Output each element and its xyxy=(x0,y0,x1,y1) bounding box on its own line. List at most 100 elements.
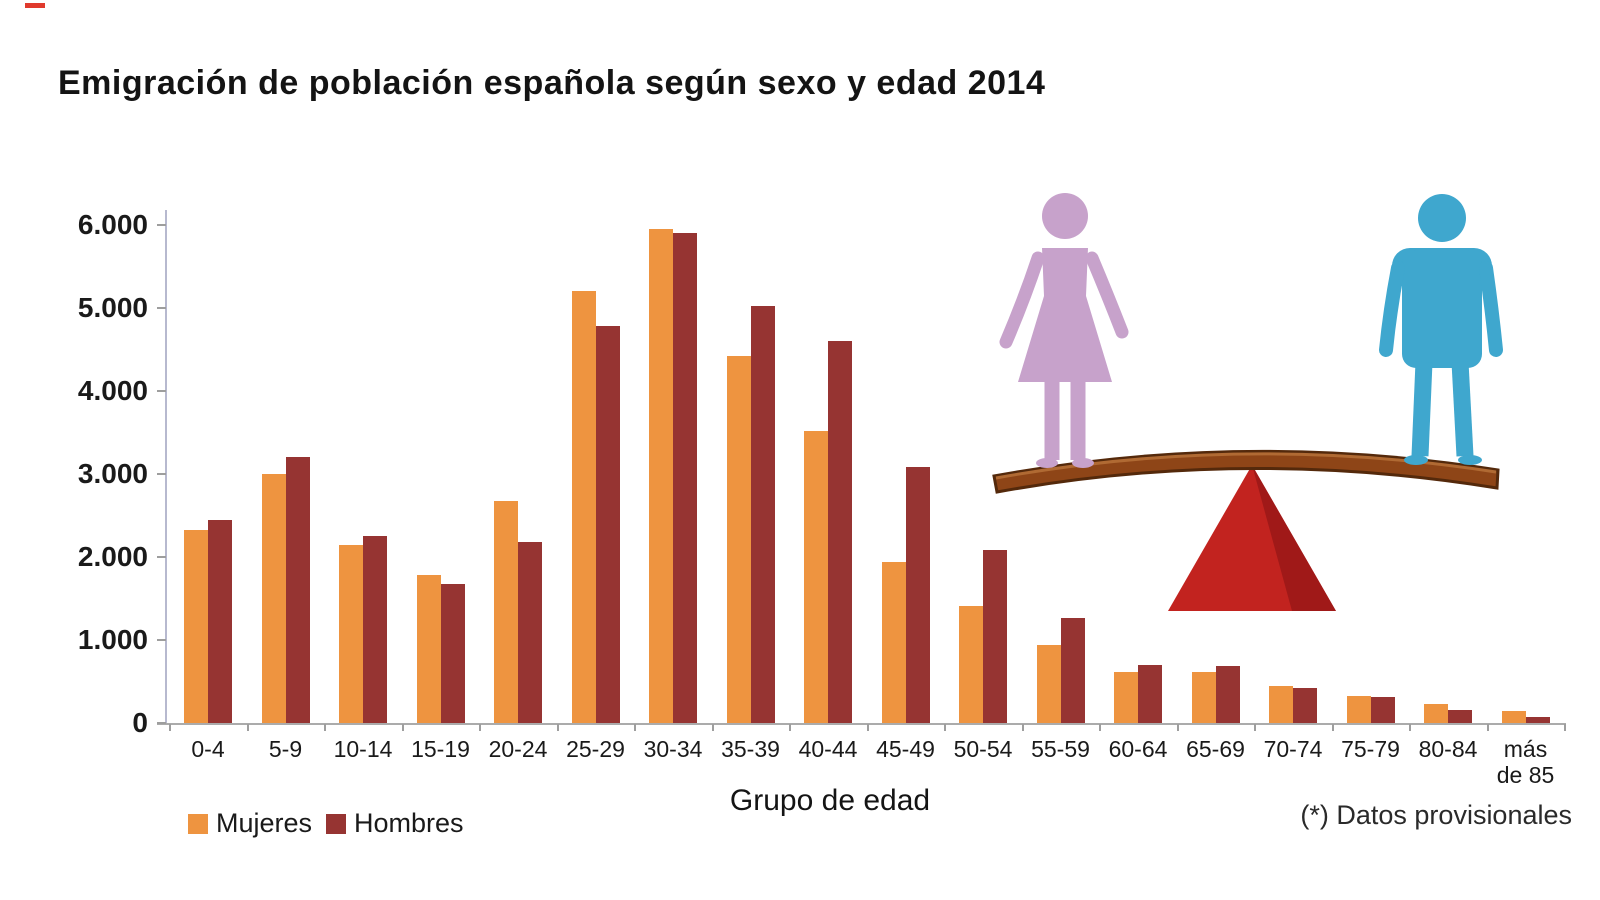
bar-mujeres-25-29 xyxy=(571,291,596,723)
x-axis-tick xyxy=(1254,724,1257,731)
bar-mujeres-55-59 xyxy=(1036,645,1061,723)
y-axis-tick xyxy=(157,639,166,641)
y-axis-tick xyxy=(157,722,166,724)
x-axis-category-label: 50-54 xyxy=(953,736,1013,762)
x-axis-tick xyxy=(556,724,559,731)
x-axis-category-label: 55-59 xyxy=(1031,736,1090,762)
x-axis-category-label: 25-29 xyxy=(566,736,625,762)
bar-hombres-30-34 xyxy=(673,233,697,723)
bar-mujeres-50-54 xyxy=(959,606,983,723)
bar-mujeres-20-24 xyxy=(494,501,518,723)
bar-hombres-60-64 xyxy=(1138,665,1162,723)
provisional-data-note: (*) Datos provisionales xyxy=(1300,800,1572,830)
bar-mujeres-45-49 xyxy=(881,562,906,723)
bar-hombres-15-19 xyxy=(440,584,465,723)
bar-hombres-35-39 xyxy=(750,306,775,723)
y-axis-tick xyxy=(157,556,166,558)
bar-mujeres-15-19 xyxy=(416,575,441,723)
bar-hombres-50-54 xyxy=(983,550,1007,723)
x-axis-category-label: 40-44 xyxy=(798,736,858,762)
x-axis-category-label: 60-64 xyxy=(1108,736,1168,762)
x-axis-category-label: 35-39 xyxy=(721,736,780,762)
y-axis-tick-label: 2.000 xyxy=(77,541,148,572)
x-axis-tick xyxy=(1176,724,1179,731)
x-axis-tick xyxy=(944,724,947,731)
x-axis-tick xyxy=(866,724,869,731)
bar-hombres-75-79 xyxy=(1370,697,1395,723)
x-axis-category-label: más de 85 xyxy=(1496,736,1555,788)
x-axis-category-label: 30-34 xyxy=(643,736,703,762)
legend-item-mujeres: Mujeres xyxy=(188,808,312,839)
x-axis-category-label: 0-4 xyxy=(191,736,225,762)
bar-mujeres-75-79 xyxy=(1346,696,1371,723)
x-axis-tick xyxy=(1564,724,1567,731)
y-axis-line xyxy=(165,210,167,724)
y-axis-tick xyxy=(157,390,166,392)
y-axis-tick xyxy=(157,473,166,475)
x-axis-line xyxy=(157,723,1566,725)
bar-mujeres-5-9 xyxy=(261,474,286,723)
y-axis-tick-label: 3.000 xyxy=(77,458,148,489)
x-axis-category-label: 70-74 xyxy=(1263,736,1323,762)
bar-hombres-10-14 xyxy=(363,536,387,723)
x-axis-category-label: 20-24 xyxy=(488,736,548,762)
mujeres-swatch-icon xyxy=(188,813,208,834)
bar-mujeres-30-34 xyxy=(649,229,673,723)
x-axis-tick xyxy=(634,724,637,731)
x-axis-tick xyxy=(246,724,249,731)
corner-artifact xyxy=(25,3,45,8)
x-axis-category-label: 5-9 xyxy=(268,736,303,762)
x-axis-category-label: 10-14 xyxy=(333,736,393,762)
y-axis-tick-label: 6.000 xyxy=(77,209,148,240)
x-axis-tick xyxy=(1486,724,1489,731)
bar-mujeres-70-74 xyxy=(1269,686,1293,723)
bar-hombres-5-9 xyxy=(285,457,310,723)
seesaw-plank-icon xyxy=(992,449,1500,494)
x-axis-category-label: 15-19 xyxy=(411,736,470,762)
y-axis-tick xyxy=(157,307,166,309)
bar-mujeres-80-84 xyxy=(1424,704,1448,723)
bar-mujeres-65-69 xyxy=(1191,672,1216,723)
woman-figure-icon xyxy=(999,193,1129,468)
bar-mujeres-60-64 xyxy=(1114,672,1138,723)
legend-item-hombres: Hombres xyxy=(326,808,464,839)
x-axis-tick xyxy=(789,724,792,731)
x-axis-tick xyxy=(711,724,714,731)
bar-mujeres-más-de-85 xyxy=(1501,711,1526,723)
x-axis-tick xyxy=(479,724,482,731)
bar-hombres-55-59 xyxy=(1060,618,1085,723)
legend-label-hombres: Hombres xyxy=(354,808,464,838)
balance-illustration xyxy=(992,193,1503,611)
bar-hombres-45-49 xyxy=(905,467,930,723)
x-axis-tick xyxy=(324,724,327,731)
bar-mujeres-0-4 xyxy=(184,530,208,723)
x-axis-tick xyxy=(1409,724,1412,731)
x-axis-tick xyxy=(1021,724,1024,731)
bar-hombres-80-84 xyxy=(1448,710,1472,723)
bar-hombres-70-74 xyxy=(1293,688,1317,723)
y-axis-tick-label: 4.000 xyxy=(77,375,148,406)
bar-hombres-40-44 xyxy=(828,341,852,723)
chart-legend: Mujeres Hombres xyxy=(188,808,464,839)
x-axis-category-label: 45-49 xyxy=(876,736,935,762)
y-axis-tick-label: 5.000 xyxy=(77,292,148,323)
y-axis-tick-label: 1.000 xyxy=(77,624,148,655)
x-axis-category-label: 65-69 xyxy=(1186,736,1245,762)
x-axis-category-label: 80-84 xyxy=(1418,736,1478,762)
fulcrum-triangle-icon xyxy=(1168,465,1336,611)
man-figure-icon xyxy=(1379,194,1503,465)
y-axis-tick-label: 0 xyxy=(132,707,148,738)
x-axis-title: Grupo de edad xyxy=(729,784,931,817)
bar-mujeres-35-39 xyxy=(726,356,751,723)
x-axis-category-label: 75-79 xyxy=(1341,736,1400,762)
chart-title: Emigración de población española según s… xyxy=(58,64,1046,102)
bar-mujeres-40-44 xyxy=(804,431,828,723)
bar-hombres-0-4 xyxy=(208,520,232,723)
bar-hombres-más-de-85 xyxy=(1525,717,1550,723)
x-axis-tick xyxy=(401,724,404,731)
bar-hombres-25-29 xyxy=(595,326,620,723)
bar-hombres-65-69 xyxy=(1215,666,1240,723)
hombres-swatch-icon xyxy=(326,813,347,834)
bar-mujeres-10-14 xyxy=(339,545,363,723)
